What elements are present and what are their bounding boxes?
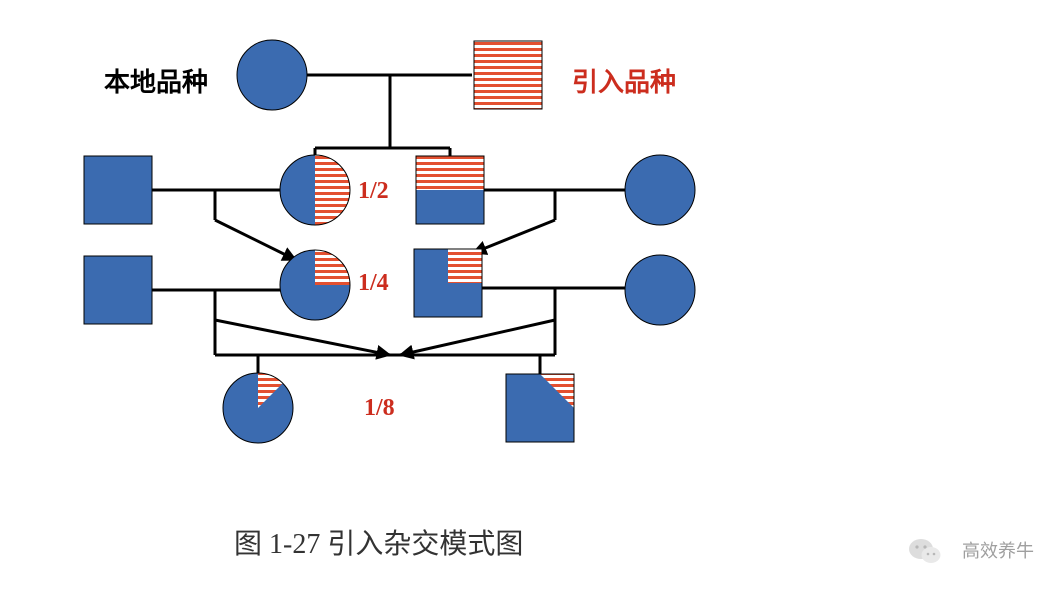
node-side_left_m_2: [84, 256, 152, 324]
label-introduced-breed: 引入品种: [572, 62, 676, 99]
node-side_left_m_1: [84, 156, 152, 224]
node-f1_female: [280, 155, 350, 225]
diagram-stage: 本地品种 引入品种 1/2 1/4 1/8 图 1-27 引入杂交模式图 高效养…: [0, 0, 1052, 591]
node-f2_female: [280, 250, 350, 320]
node-side_right_f_1: [625, 155, 695, 225]
label-local-breed: 本地品种: [104, 62, 208, 99]
node-f3_male: [506, 374, 574, 442]
label-fraction-eighth: 1/8: [364, 395, 395, 422]
wechat-icon: [908, 536, 942, 571]
node-f3_female: [223, 373, 293, 443]
watermark-label: 高效养牛: [962, 537, 1034, 563]
node-intro_parent_m: [474, 41, 542, 109]
node-local_parent_f: [237, 40, 307, 110]
figure-caption: 图 1-27 引入杂交模式图: [234, 522, 523, 562]
node-side_right_f_2: [625, 255, 695, 325]
label-fraction-half: 1/2: [358, 178, 389, 205]
label-fraction-quarter: 1/4: [358, 270, 389, 297]
node-f2_male: [414, 249, 482, 317]
node-f1_male: [416, 156, 484, 224]
